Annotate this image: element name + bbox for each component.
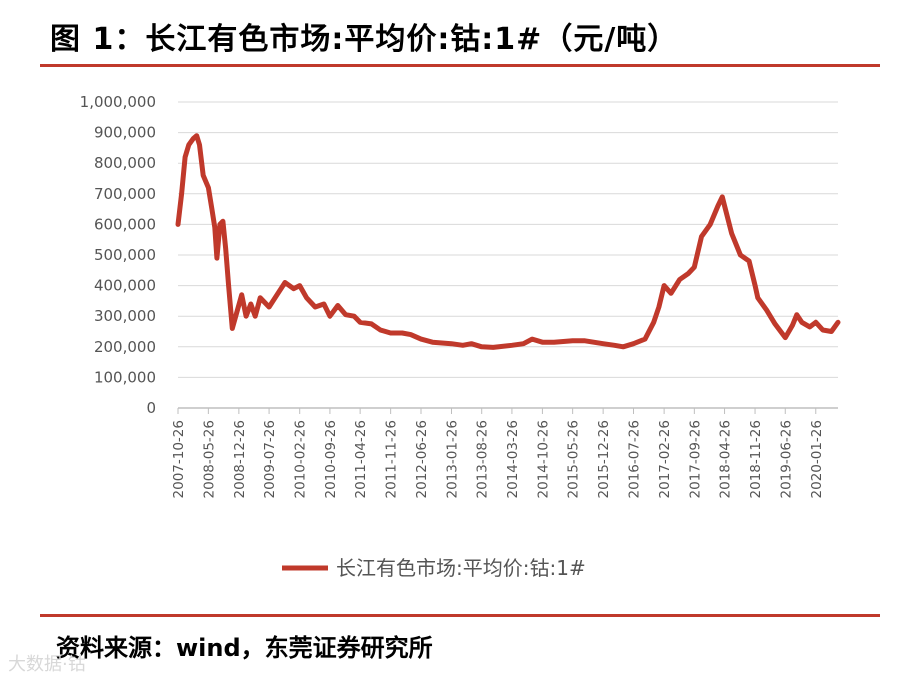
x-tick-label: 2019-06-26 [778,420,794,498]
y-axis-ticks: 0 100,000 200,000 300,000 400,000 500,000 600,… [80,93,156,417]
y-tick-label: 800,000 [94,154,156,172]
x-tick-label: 2010-09-26 [323,420,339,498]
y-tick-label: 0 [146,399,156,417]
x-tick-label: 2013-01-26 [444,420,460,498]
x-tick-label: 2010-02-26 [293,420,309,498]
line-chart: 0 100,000 200,000 300,000 400,000 500,000 600,… [80,93,841,580]
title-underline [40,64,880,67]
y-tick-label: 500,000 [94,246,156,264]
x-tick-label: 2008-05-26 [201,420,217,498]
x-tick-label: 2014-10-26 [535,420,551,498]
x-tick-label: 2009-07-26 [262,420,278,498]
series-line [175,133,841,350]
legend-label: 长江有色市场:平均价:钴:1# [336,556,586,580]
watermark: 大数据·钴 [8,654,86,675]
x-tick-label: 2007-10-26 [171,420,187,498]
x-tick-label: 2020-01-26 [809,420,825,498]
y-tick-label: 300,000 [94,307,156,325]
x-tick-label: 2008-12-26 [232,420,248,498]
y-tick-label: 700,000 [94,185,156,203]
x-tick-label: 2018-11-26 [748,420,764,498]
y-tick-label: 200,000 [94,338,156,356]
y-tick-label: 400,000 [94,277,156,295]
source-note: 资料来源：wind，东莞证券研究所 [56,634,433,662]
footer-rule [40,614,880,617]
y-tick-label: 600,000 [94,215,156,233]
y-tick-label: 1,000,000 [80,93,156,111]
x-tick-label: 2011-04-26 [353,420,369,498]
x-tick-label: 2018-04-26 [718,420,734,498]
gridlines [178,101,838,378]
x-tick-label: 2011-11-26 [384,420,400,498]
x-tick-label: 2017-02-26 [657,420,673,498]
chart-title: 图 1：长江有色市场:平均价:钴:1#（元/吨） [50,22,679,57]
x-tick-label: 2017-09-26 [687,420,703,498]
x-tick-label: 2012-06-26 [414,420,430,498]
x-axis-ticks: 2007-10-26 2008-05-26 2008-12-26 2009-07-26… [171,408,825,498]
x-tick-label: 2013-08-26 [475,420,491,498]
x-tick-label: 2014-03-26 [505,420,521,498]
y-tick-label: 900,000 [94,124,156,142]
x-tick-label: 2015-12-26 [596,420,612,498]
y-tick-label: 100,000 [94,368,156,386]
x-tick-label: 2016-07-26 [626,420,642,498]
legend: 长江有色市场:平均价:钴:1# [282,556,586,580]
x-tick-label: 2015-05-26 [566,420,582,498]
